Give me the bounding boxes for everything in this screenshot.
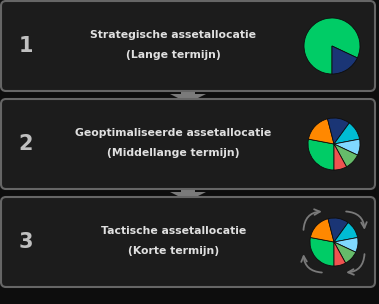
Text: 2: 2 (19, 134, 33, 154)
Text: (Middellange termijn): (Middellange termijn) (107, 148, 240, 158)
Text: 1: 1 (19, 36, 33, 56)
FancyArrow shape (170, 185, 206, 201)
Wedge shape (308, 139, 334, 170)
FancyBboxPatch shape (1, 197, 375, 287)
Text: Strategische assetallocatie: Strategische assetallocatie (91, 30, 257, 40)
Text: 3: 3 (19, 232, 33, 252)
FancyBboxPatch shape (1, 1, 375, 91)
Wedge shape (334, 139, 360, 155)
Wedge shape (304, 18, 360, 74)
Wedge shape (334, 242, 356, 263)
FancyBboxPatch shape (1, 99, 375, 189)
Wedge shape (334, 242, 346, 266)
Wedge shape (332, 46, 357, 74)
Text: Geoptimaliseerde assetallocatie: Geoptimaliseerde assetallocatie (75, 128, 272, 138)
Wedge shape (327, 118, 349, 144)
Text: (Korte termijn): (Korte termijn) (128, 246, 219, 256)
Wedge shape (310, 219, 334, 242)
Wedge shape (309, 119, 334, 144)
Wedge shape (328, 218, 348, 242)
Text: (Lange termijn): (Lange termijn) (126, 50, 221, 60)
Wedge shape (334, 223, 357, 242)
FancyArrow shape (170, 87, 206, 103)
Wedge shape (334, 237, 358, 252)
Wedge shape (334, 123, 360, 144)
Text: Tactische assetallocatie: Tactische assetallocatie (101, 226, 246, 236)
Wedge shape (334, 144, 357, 167)
Wedge shape (334, 144, 346, 170)
Wedge shape (310, 237, 334, 266)
